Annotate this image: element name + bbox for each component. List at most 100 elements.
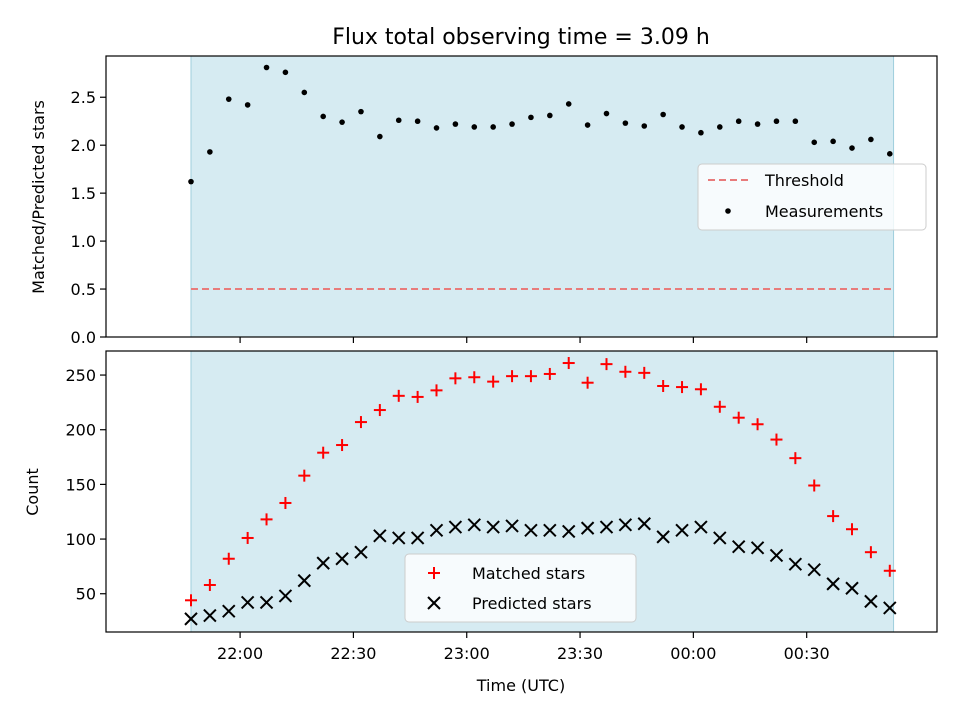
measurement-point xyxy=(603,110,610,117)
matched-star-point xyxy=(732,411,745,424)
matched-legend-label: Matched stars xyxy=(472,564,585,583)
predicted-star-point xyxy=(392,531,406,545)
predicted-x-b xyxy=(713,531,727,545)
matched-star-point xyxy=(543,367,556,380)
predicted-star-point xyxy=(467,518,481,532)
matched-star-point xyxy=(487,375,500,388)
matched-star-point xyxy=(354,416,367,429)
predicted-star-point xyxy=(618,518,633,532)
bottom-y-tick-label: 150 xyxy=(65,475,96,494)
predicted-x-b xyxy=(392,531,406,545)
predicted-x-b xyxy=(694,520,708,534)
predicted-x-b xyxy=(580,521,595,535)
measurement-point xyxy=(679,124,685,130)
predicted-star-point xyxy=(486,520,500,534)
top-y-axis-label: Matched/Predicted stars xyxy=(29,100,48,294)
measurement-point xyxy=(490,124,496,130)
measurement-point xyxy=(717,124,723,130)
x-tick-label: 23:00 xyxy=(444,644,490,663)
top-y-tick-label: 1.0 xyxy=(71,232,96,251)
measurement-point xyxy=(584,122,591,128)
predicted-x-b xyxy=(335,552,349,566)
matched-star-point xyxy=(468,371,481,384)
measurement-point xyxy=(509,121,515,127)
predicted-x-b xyxy=(731,540,746,554)
predicted-x-b xyxy=(562,524,576,539)
predicted-star-point xyxy=(883,601,897,615)
matched-star-point xyxy=(203,578,216,591)
predicted-legend-swatch xyxy=(427,596,441,610)
matched-star-point xyxy=(373,404,386,417)
matched-star-point xyxy=(411,390,424,403)
matched-star-point xyxy=(789,452,802,465)
x-axis-label: Time (UTC) xyxy=(476,676,565,695)
predicted-star-point xyxy=(826,577,840,591)
predicted-star-point xyxy=(580,521,595,535)
predicted-x-b xyxy=(203,608,217,623)
top-series-0 xyxy=(188,64,893,185)
predicted-star-point xyxy=(429,523,444,538)
predicted-x-b xyxy=(826,577,840,591)
measurement-point xyxy=(849,145,855,151)
predicted-star-point xyxy=(316,556,330,570)
measurement-point xyxy=(660,111,666,118)
matched-star-point xyxy=(657,379,670,392)
predicted-x-b xyxy=(788,557,803,571)
predicted-x-b xyxy=(599,520,614,534)
matched-star-point xyxy=(449,372,462,385)
predicted-x-b xyxy=(656,530,670,544)
predicted-star-point xyxy=(203,608,217,623)
predicted-x-b xyxy=(807,562,821,577)
matched-star-point xyxy=(694,383,707,396)
predicted-star-point xyxy=(769,548,784,563)
predicted-star-point xyxy=(505,519,519,533)
bottom-legend: Matched stars Predicted stars xyxy=(404,553,637,623)
top-legend: Threshold Measurements xyxy=(697,163,927,231)
measurement-point xyxy=(433,125,440,131)
bottom-y-tick-label: 200 xyxy=(65,421,96,440)
predicted-x-b xyxy=(524,523,538,538)
matched-star-point xyxy=(562,357,575,370)
predicted-x-b xyxy=(429,523,444,538)
matched-star-point xyxy=(770,433,783,446)
predicted-star-point xyxy=(410,531,425,545)
predicted-legend-label: Predicted stars xyxy=(472,594,592,613)
matched-star-point xyxy=(506,370,519,383)
matched-star-point xyxy=(298,469,311,482)
threshold-legend-label: Threshold xyxy=(764,171,844,190)
top-axes-frame xyxy=(105,55,938,338)
matched-star-point xyxy=(184,594,197,607)
bottom-y-tick-label: 100 xyxy=(65,530,96,549)
bottom-y-tick-label: 50 xyxy=(76,585,96,604)
matched-star-point xyxy=(827,510,840,523)
predicted-star-point xyxy=(656,530,670,544)
predicted-x-b xyxy=(750,541,765,555)
matched-star-point xyxy=(713,400,726,413)
matched-star-point xyxy=(600,358,613,371)
matched-star-point xyxy=(808,479,821,492)
measurement-point xyxy=(471,124,478,130)
measurement-point xyxy=(565,101,572,107)
x-tick-label: 00:00 xyxy=(670,644,716,663)
matched-star-point xyxy=(864,546,877,559)
bottom-axes-frame xyxy=(105,350,938,633)
matched-star-point xyxy=(430,384,443,397)
measurement-point xyxy=(830,138,836,145)
predicted-star-point xyxy=(845,581,859,595)
predicted-x-b xyxy=(448,520,463,534)
predicted-star-point xyxy=(543,523,557,538)
predicted-star-point xyxy=(731,540,746,554)
predicted-star-point xyxy=(864,594,878,609)
measurement-point xyxy=(547,112,553,119)
measurement-point xyxy=(188,178,194,185)
x-tick-label: 00:30 xyxy=(784,644,830,663)
predicted-x-b xyxy=(467,518,481,532)
measurement-point xyxy=(868,136,874,143)
matched-star-point xyxy=(222,552,235,565)
predicted-star-point xyxy=(448,520,463,534)
predicted-x-b xyxy=(486,520,500,534)
matched-star-point xyxy=(581,376,594,389)
top-y-tick-label: 1.5 xyxy=(71,184,96,203)
top-y-tick-label: 2.5 xyxy=(71,88,96,107)
x-tick-label: 23:30 xyxy=(557,644,603,663)
